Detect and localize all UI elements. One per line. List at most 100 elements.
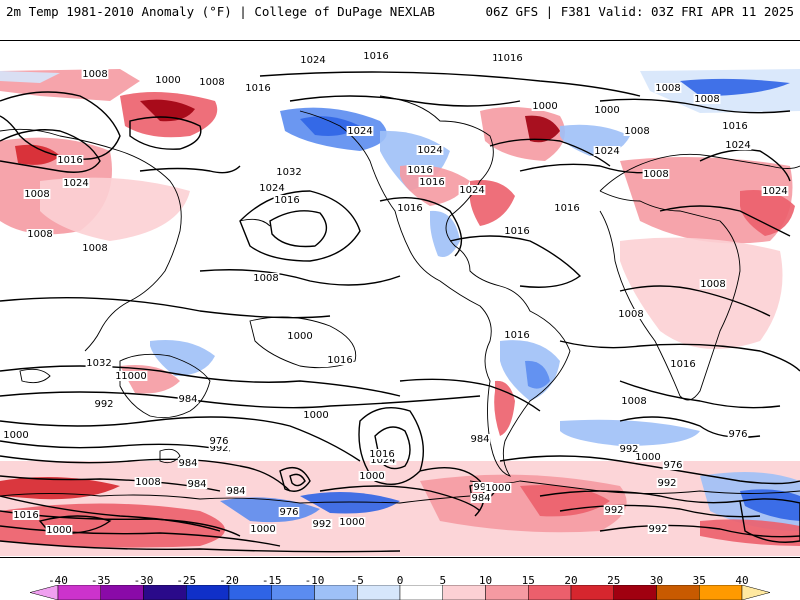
isobar-label: 1024: [725, 140, 750, 151]
isobar-label-bg: [469, 434, 491, 444]
isobar-line: [279, 467, 311, 492]
colorbar-tick-label: -20: [219, 574, 239, 587]
isobar-label-bg: [23, 189, 51, 199]
isobar-line: [374, 426, 411, 470]
colorbar-tick-label: -10: [304, 574, 325, 587]
map-panel: 1016102410161008100010081016100810241016…: [0, 40, 800, 558]
colorbar-segment: [100, 585, 144, 600]
isobar-label: 1008: [253, 273, 278, 284]
isobar-line: [0, 416, 361, 462]
isobar-label: 1008: [700, 279, 725, 290]
colorbar-tick-label: -30: [133, 574, 154, 587]
isobar-line: [489, 138, 611, 167]
isobar-label: 984: [471, 493, 490, 504]
isobar-label-bg: [470, 493, 492, 503]
isobar-label: 1000: [250, 524, 275, 535]
isobar-label: 1008: [82, 69, 107, 80]
isobar-label: 1016: [57, 155, 82, 166]
isobar-label: 1008: [135, 477, 160, 488]
isobar-label: 1008: [82, 243, 107, 254]
coastline: [119, 353, 211, 419]
isobar-line: [419, 466, 485, 517]
isobar-label-bg: [593, 105, 621, 115]
colorbar-tick-label: 0: [396, 574, 404, 587]
isobar-label: 976: [728, 429, 747, 440]
isobar-label: 976: [663, 460, 682, 471]
isobar-label-bg: [154, 75, 182, 85]
isobar-label: 1000: [339, 517, 364, 528]
isobar-label: 1000: [359, 471, 384, 482]
isobar-label-bg: [225, 486, 247, 496]
colorbar-tick-label: 30: [649, 574, 664, 587]
isobar-line: [0, 440, 231, 452]
isobar-label-bg: [56, 155, 84, 165]
coastlines: [0, 95, 800, 504]
colorbar-labels: -40 -35 -30 -25 -20 -15 -10 -5 0 5 10 15 20 25 30 35 40: [0, 574, 800, 587]
isobar-label-bg: [249, 524, 277, 534]
map-title: 2m Temp 1981-2010 Anomaly (°F) | College…: [6, 4, 435, 19]
isobar-line: [559, 340, 800, 372]
coastline: [299, 95, 571, 477]
isobar-label: 992: [94, 399, 113, 410]
isobar-label: 1008: [643, 169, 668, 180]
isobar-line: [239, 190, 361, 262]
isobar-label: 1016: [369, 449, 394, 460]
isobar-line: [0, 391, 481, 409]
isobar-label-bg: [302, 410, 330, 420]
isobar-label-bg: [311, 519, 333, 529]
isobar-label-bg: [177, 458, 199, 468]
coastline: [469, 480, 800, 494]
isobar-line: [199, 269, 401, 286]
isobar-label-bg: [338, 517, 366, 527]
isobar-label: 1024: [259, 183, 284, 194]
isobar-label: 1016: [274, 195, 299, 206]
anomaly-region: [525, 115, 560, 143]
isobar-label: 992: [604, 505, 623, 516]
colorbar-segment: [570, 585, 614, 600]
isobar-label: 1000: [303, 410, 328, 421]
isobar-label-bg: [134, 477, 162, 487]
isobar-label: 992: [619, 444, 638, 455]
isobar-label: 1000: [155, 75, 180, 86]
isobar-line: [0, 495, 221, 532]
anomaly-region: [700, 519, 800, 546]
isobar-label: 1032: [276, 167, 301, 178]
isobar-line: [139, 165, 241, 174]
isobar-line: [129, 116, 202, 150]
isobar-label-bg: [299, 55, 327, 65]
isobar-label: 1016: [419, 177, 444, 188]
isobar-label: 1016: [13, 510, 38, 521]
isobar-label: 1024: [300, 55, 325, 66]
isobar-line: [619, 380, 781, 409]
isobar-label: 992: [648, 524, 667, 535]
isobar-label: 1016: [670, 359, 695, 370]
coastline: [599, 190, 741, 401]
isobar-label: 976: [279, 507, 298, 518]
isobar-label: 1024: [63, 178, 88, 189]
isobar-label-bg: [724, 140, 752, 150]
isobar-label-bg: [120, 371, 148, 381]
colorbar-low-arrow: [29, 585, 59, 600]
isobar-label-bg: [484, 483, 512, 493]
isobar-label: 1024: [417, 145, 442, 156]
isobar-label-bg: [496, 53, 524, 63]
isobar-label-bg: [418, 177, 446, 187]
anomaly-region: [520, 485, 610, 517]
isobar-label: 1024: [762, 186, 787, 197]
isobar-label: 1016: [407, 165, 432, 176]
isobar-label: 1008: [624, 126, 649, 137]
anomaly-region: [0, 503, 225, 548]
isobar-line: [599, 98, 791, 114]
isobar-label: 1016: [504, 330, 529, 341]
colorbar-segment: [57, 585, 101, 600]
isobar-label: 1008: [694, 94, 719, 105]
anomaly-region: [40, 177, 190, 241]
isobar-label: 1000: [635, 452, 660, 463]
isobar-line: [259, 71, 641, 97]
isobar-line: [0, 455, 291, 492]
isobar-label: 1024: [594, 146, 619, 157]
isobar-label-bg: [208, 436, 230, 446]
colorbar-tick-label: -25: [176, 574, 197, 587]
isobar-label-bg: [362, 51, 390, 61]
colorbar-segment: [613, 585, 657, 600]
